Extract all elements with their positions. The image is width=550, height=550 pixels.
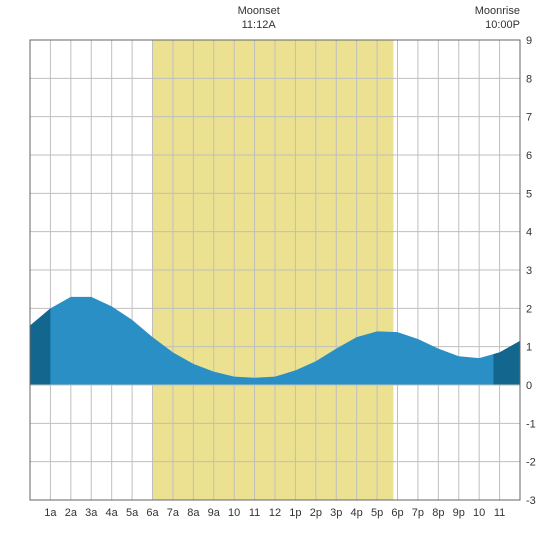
y-tick-label: 5 [526, 188, 532, 200]
x-tick-label: 8a [187, 507, 200, 519]
x-tick-label: 1p [289, 507, 301, 519]
moonrise-time: 10:00P [485, 19, 520, 31]
x-tick-label: 5a [126, 507, 139, 519]
x-tick-label: 6a [146, 507, 159, 519]
x-tick-label: 9p [453, 507, 465, 519]
x-tick-label: 7p [412, 507, 424, 519]
y-tick-label: 0 [526, 380, 532, 392]
y-tick-label: 3 [526, 265, 532, 277]
x-tick-label: 10 [473, 507, 485, 519]
x-tick-label: 10 [228, 507, 240, 519]
y-tick-label: -3 [526, 495, 536, 507]
x-tick-label: 11 [249, 507, 260, 519]
x-tick-label: 3a [85, 507, 98, 519]
moonset-time: 11:12A [242, 19, 277, 31]
x-tick-label: 4p [351, 507, 363, 519]
y-tick-label: 6 [526, 150, 532, 162]
y-tick-label: -1 [526, 418, 536, 430]
y-tick-label: 7 [526, 112, 532, 124]
y-tick-label: 1 [526, 342, 532, 354]
x-tick-label: 1a [44, 507, 57, 519]
x-tick-label: 8p [432, 507, 444, 519]
x-tick-label: 12 [269, 507, 281, 519]
y-tick-label: 9 [526, 35, 532, 47]
x-tick-label: 9a [208, 507, 221, 519]
tide-chart: -3-2-101234567891a2a3a4a5a6a7a8a9a101112… [0, 0, 550, 550]
x-tick-label: 6p [391, 507, 403, 519]
y-tick-label: 8 [526, 73, 532, 85]
x-tick-label: 3p [330, 507, 342, 519]
x-tick-label: 11 [494, 507, 505, 519]
x-tick-label: 5p [371, 507, 383, 519]
moonset-title: Moonset [238, 5, 280, 17]
y-tick-label: 2 [526, 303, 532, 315]
chart-svg: -3-2-101234567891a2a3a4a5a6a7a8a9a101112… [0, 0, 550, 550]
y-tick-label: -2 [526, 457, 536, 469]
x-tick-label: 2a [65, 507, 78, 519]
moonrise-title: Moonrise [475, 5, 520, 17]
x-tick-label: 4a [106, 507, 119, 519]
x-tick-label: 7a [167, 507, 180, 519]
y-tick-label: 4 [526, 227, 532, 239]
x-tick-label: 2p [310, 507, 322, 519]
